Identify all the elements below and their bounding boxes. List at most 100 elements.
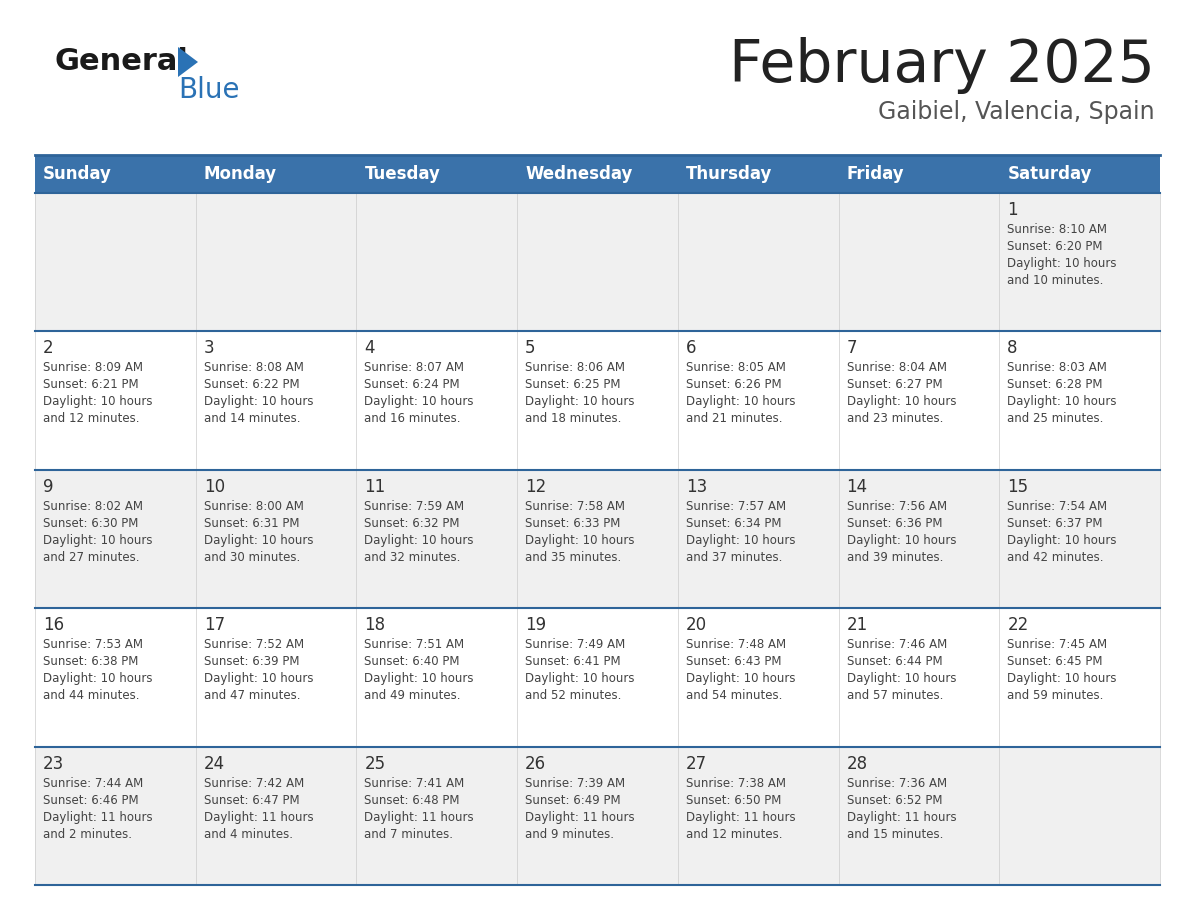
- Text: and 49 minutes.: and 49 minutes.: [365, 689, 461, 702]
- Text: Sunset: 6:40 PM: Sunset: 6:40 PM: [365, 655, 460, 668]
- Text: Sunrise: 8:09 AM: Sunrise: 8:09 AM: [43, 362, 143, 375]
- Text: 25: 25: [365, 755, 386, 773]
- Text: Sunrise: 8:04 AM: Sunrise: 8:04 AM: [847, 362, 947, 375]
- Text: 2: 2: [43, 340, 53, 357]
- Text: 26: 26: [525, 755, 546, 773]
- Text: Daylight: 10 hours: Daylight: 10 hours: [685, 396, 795, 409]
- Bar: [34, 746, 1159, 885]
- Text: 28: 28: [847, 755, 867, 773]
- Text: Sunset: 6:27 PM: Sunset: 6:27 PM: [847, 378, 942, 391]
- Text: and 4 minutes.: and 4 minutes.: [203, 828, 292, 841]
- Text: Sunset: 6:41 PM: Sunset: 6:41 PM: [525, 655, 621, 668]
- Text: and 42 minutes.: and 42 minutes.: [1007, 551, 1104, 564]
- Text: Sunrise: 7:38 AM: Sunrise: 7:38 AM: [685, 777, 785, 789]
- Text: 17: 17: [203, 616, 225, 634]
- Text: and 15 minutes.: and 15 minutes.: [847, 828, 943, 841]
- Text: Daylight: 10 hours: Daylight: 10 hours: [847, 672, 956, 685]
- Text: and 44 minutes.: and 44 minutes.: [43, 689, 139, 702]
- Text: Saturday: Saturday: [1007, 165, 1092, 183]
- Text: Daylight: 11 hours: Daylight: 11 hours: [43, 811, 152, 823]
- Text: 1: 1: [1007, 201, 1018, 219]
- Text: Sunrise: 7:41 AM: Sunrise: 7:41 AM: [365, 777, 465, 789]
- Text: Sunday: Sunday: [43, 165, 112, 183]
- Text: Daylight: 10 hours: Daylight: 10 hours: [365, 533, 474, 547]
- Text: 3: 3: [203, 340, 214, 357]
- Text: 11: 11: [365, 477, 386, 496]
- Text: Daylight: 10 hours: Daylight: 10 hours: [43, 672, 152, 685]
- Text: Daylight: 10 hours: Daylight: 10 hours: [525, 672, 634, 685]
- Text: Daylight: 11 hours: Daylight: 11 hours: [525, 811, 634, 823]
- Text: Daylight: 10 hours: Daylight: 10 hours: [847, 533, 956, 547]
- Text: Sunset: 6:21 PM: Sunset: 6:21 PM: [43, 378, 139, 391]
- Text: Sunrise: 7:44 AM: Sunrise: 7:44 AM: [43, 777, 144, 789]
- Text: Sunrise: 7:58 AM: Sunrise: 7:58 AM: [525, 499, 625, 513]
- Text: Sunset: 6:20 PM: Sunset: 6:20 PM: [1007, 240, 1102, 253]
- Text: 9: 9: [43, 477, 53, 496]
- Text: Sunrise: 8:10 AM: Sunrise: 8:10 AM: [1007, 223, 1107, 236]
- Text: and 27 minutes.: and 27 minutes.: [43, 551, 139, 564]
- Bar: [34, 331, 1159, 470]
- Text: Daylight: 11 hours: Daylight: 11 hours: [365, 811, 474, 823]
- Text: Sunset: 6:39 PM: Sunset: 6:39 PM: [203, 655, 299, 668]
- Text: and 10 minutes.: and 10 minutes.: [1007, 274, 1104, 287]
- Text: and 25 minutes.: and 25 minutes.: [1007, 412, 1104, 425]
- Text: Sunset: 6:31 PM: Sunset: 6:31 PM: [203, 517, 299, 530]
- Text: Daylight: 10 hours: Daylight: 10 hours: [1007, 672, 1117, 685]
- Text: Sunset: 6:26 PM: Sunset: 6:26 PM: [685, 378, 782, 391]
- Text: and 18 minutes.: and 18 minutes.: [525, 412, 621, 425]
- Text: and 39 minutes.: and 39 minutes.: [847, 551, 943, 564]
- Text: Daylight: 10 hours: Daylight: 10 hours: [847, 396, 956, 409]
- Text: 7: 7: [847, 340, 857, 357]
- Text: Sunset: 6:34 PM: Sunset: 6:34 PM: [685, 517, 782, 530]
- Text: 19: 19: [525, 616, 546, 634]
- Text: 14: 14: [847, 477, 867, 496]
- Text: Sunrise: 7:46 AM: Sunrise: 7:46 AM: [847, 638, 947, 651]
- Text: Sunrise: 7:45 AM: Sunrise: 7:45 AM: [1007, 638, 1107, 651]
- Text: Gaibiel, Valencia, Spain: Gaibiel, Valencia, Spain: [878, 100, 1155, 124]
- Text: Friday: Friday: [847, 165, 904, 183]
- Text: Sunset: 6:47 PM: Sunset: 6:47 PM: [203, 793, 299, 807]
- Text: 20: 20: [685, 616, 707, 634]
- Text: Sunrise: 7:42 AM: Sunrise: 7:42 AM: [203, 777, 304, 789]
- Text: and 47 minutes.: and 47 minutes.: [203, 689, 301, 702]
- Text: Sunset: 6:48 PM: Sunset: 6:48 PM: [365, 793, 460, 807]
- Text: 27: 27: [685, 755, 707, 773]
- Text: Blue: Blue: [178, 76, 240, 104]
- Text: Monday: Monday: [203, 165, 277, 183]
- Text: Sunrise: 7:54 AM: Sunrise: 7:54 AM: [1007, 499, 1107, 513]
- Text: Sunrise: 7:53 AM: Sunrise: 7:53 AM: [43, 638, 143, 651]
- Text: Sunset: 6:45 PM: Sunset: 6:45 PM: [1007, 655, 1102, 668]
- Text: Daylight: 10 hours: Daylight: 10 hours: [365, 672, 474, 685]
- Text: and 54 minutes.: and 54 minutes.: [685, 689, 782, 702]
- Text: and 9 minutes.: and 9 minutes.: [525, 828, 614, 841]
- Bar: [34, 155, 1159, 193]
- Text: Daylight: 10 hours: Daylight: 10 hours: [1007, 396, 1117, 409]
- Text: and 21 minutes.: and 21 minutes.: [685, 412, 783, 425]
- Text: Tuesday: Tuesday: [365, 165, 441, 183]
- Text: Sunrise: 7:59 AM: Sunrise: 7:59 AM: [365, 499, 465, 513]
- Text: Daylight: 10 hours: Daylight: 10 hours: [525, 396, 634, 409]
- Text: Sunrise: 7:36 AM: Sunrise: 7:36 AM: [847, 777, 947, 789]
- Text: Sunrise: 8:06 AM: Sunrise: 8:06 AM: [525, 362, 625, 375]
- Text: Daylight: 10 hours: Daylight: 10 hours: [43, 533, 152, 547]
- Text: and 35 minutes.: and 35 minutes.: [525, 551, 621, 564]
- Text: Sunrise: 7:57 AM: Sunrise: 7:57 AM: [685, 499, 786, 513]
- Text: Daylight: 10 hours: Daylight: 10 hours: [1007, 533, 1117, 547]
- Text: Daylight: 10 hours: Daylight: 10 hours: [203, 672, 314, 685]
- Polygon shape: [178, 47, 198, 77]
- Bar: [34, 470, 1159, 609]
- Text: Sunset: 6:38 PM: Sunset: 6:38 PM: [43, 655, 138, 668]
- Text: Sunrise: 8:08 AM: Sunrise: 8:08 AM: [203, 362, 304, 375]
- Text: 15: 15: [1007, 477, 1029, 496]
- Text: 12: 12: [525, 477, 546, 496]
- Text: and 23 minutes.: and 23 minutes.: [847, 412, 943, 425]
- Text: Sunset: 6:24 PM: Sunset: 6:24 PM: [365, 378, 460, 391]
- Text: Daylight: 10 hours: Daylight: 10 hours: [203, 533, 314, 547]
- Text: and 59 minutes.: and 59 minutes.: [1007, 689, 1104, 702]
- Text: Sunset: 6:52 PM: Sunset: 6:52 PM: [847, 793, 942, 807]
- Text: 23: 23: [43, 755, 64, 773]
- Text: Sunrise: 8:03 AM: Sunrise: 8:03 AM: [1007, 362, 1107, 375]
- Text: Sunset: 6:46 PM: Sunset: 6:46 PM: [43, 793, 139, 807]
- Text: Thursday: Thursday: [685, 165, 772, 183]
- Text: Sunset: 6:36 PM: Sunset: 6:36 PM: [847, 517, 942, 530]
